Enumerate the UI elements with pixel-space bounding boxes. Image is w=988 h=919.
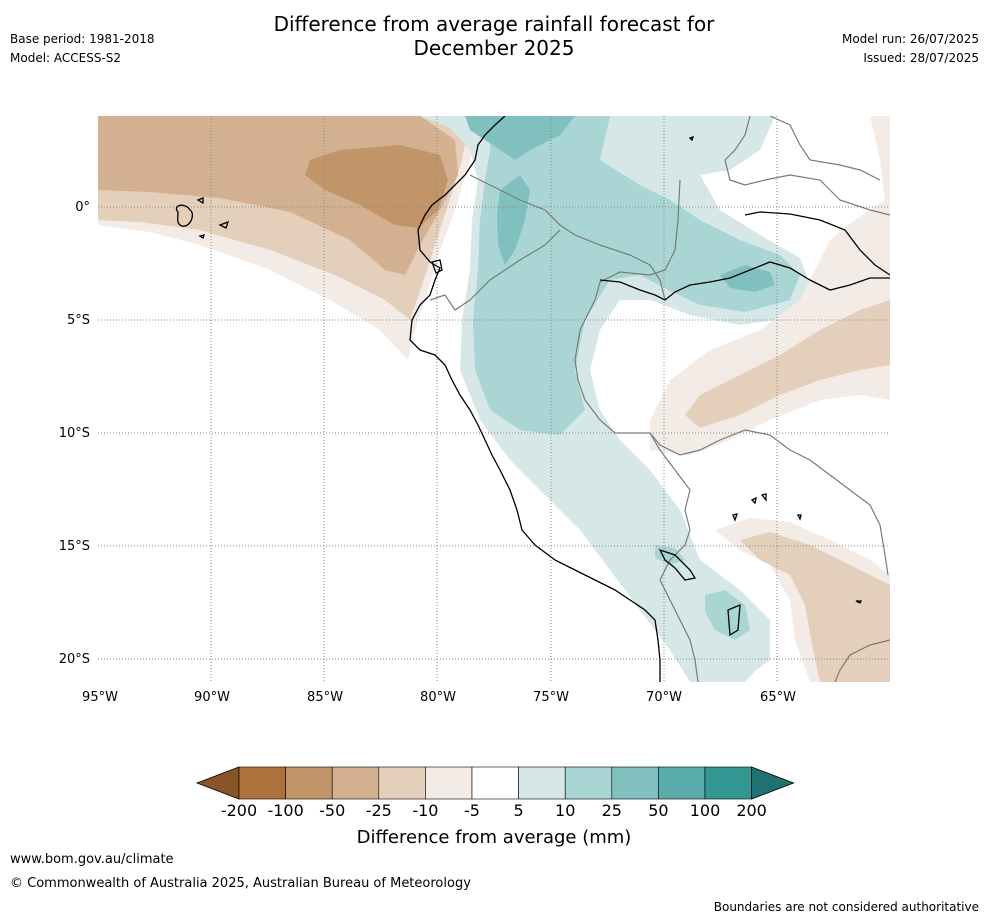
colorbar-bin (704, 766, 752, 800)
colorbar-tick-label: -50 (319, 801, 345, 820)
wet-anomaly-25-center (497, 175, 530, 265)
wet-anomaly-10 (473, 116, 800, 435)
colorbar-bin (564, 766, 613, 800)
colorbar-tick-label: -25 (366, 801, 392, 820)
colorbar-tick-label: 50 (648, 801, 668, 820)
country-borders (429, 116, 890, 682)
colorbar-bin (425, 766, 473, 800)
base-period-label: Base period: 1981-2018 (10, 32, 155, 46)
colorbar-tick-label: 100 (690, 801, 721, 820)
colorbar-bin (471, 766, 519, 800)
colorbar: -200 -100 -50 -25 -10 -5 5 10 25 50 100 200 (195, 766, 795, 820)
colorbar-bin (611, 766, 659, 800)
graticule (98, 116, 890, 682)
wet-anomaly-25-amazon (720, 265, 775, 292)
colorbar-extend-high (751, 766, 795, 800)
colorbar-extend-low (195, 766, 240, 800)
issued-label: Issued: 28/07/2025 (863, 51, 979, 65)
lon-label-75w: 75°W (533, 690, 569, 705)
model-run-label: Model run: 26/07/2025 (841, 32, 979, 46)
map-title-line1: Difference from average rainfall forecas… (273, 12, 715, 36)
colorbar-tick-label: 25 (602, 801, 622, 820)
latitude-labels: 0° 5°S 10°S 15°S 20°S (59, 200, 90, 667)
lon-label-95w: 95°W (82, 690, 118, 705)
dry-anomaly-south-10 (740, 532, 890, 682)
lat-label-15s: 15°S (59, 539, 90, 554)
colorbar-bin (518, 766, 566, 800)
longitude-labels: 95°W 90°W 85°W 80°W 75°W 70°W 65°W (82, 690, 796, 705)
lat-label-5s: 5°S (67, 313, 90, 328)
colorbar-bin (378, 766, 426, 800)
map-title-line2: December 2025 (413, 36, 575, 60)
boundary-disclaimer: Boundaries are not considered authoritat… (713, 900, 979, 914)
lat-label-10s: 10°S (59, 426, 90, 441)
colorbar-bin (285, 766, 333, 800)
coastline (175, 116, 890, 682)
dry-anomaly-brazil-10 (685, 300, 890, 428)
model-label: Model: ACCESS-S2 (10, 51, 122, 65)
colorbar-bin (331, 766, 380, 800)
website-link[interactable]: www.bom.gov.au/climate (10, 852, 174, 867)
colorbar-tick-label: 5 (514, 801, 524, 820)
colorbar-tick-label: -100 (267, 801, 303, 820)
lat-label-0: 0° (75, 200, 90, 215)
lon-label-90w: 90°W (194, 690, 230, 705)
lon-label-70w: 70°W (646, 690, 682, 705)
copyright-text: © Commonwealth of Australia 2025, Austra… (10, 876, 471, 891)
map-title: Difference from average rainfall forecas… (0, 12, 988, 60)
lon-label-65w: 65°W (760, 690, 796, 705)
colorbar-tick-label: -200 (221, 801, 257, 820)
wet-anomaly-titicaca (655, 545, 685, 565)
colorbar-title: Difference from average (mm) (357, 827, 632, 848)
colorbar-bin (658, 766, 706, 800)
map-area (98, 116, 890, 682)
colorbar-tick-label: 200 (736, 801, 767, 820)
lon-label-85w: 85°W (307, 690, 343, 705)
colorbar-tick-label: -10 (412, 801, 438, 820)
colorbar-bin (238, 766, 286, 800)
dry-anomaly-ocean-50 (305, 145, 448, 228)
colorbar-tick-label: -5 (464, 801, 480, 820)
colorbar-tick-label: 10 (555, 801, 575, 820)
lon-label-80w: 80°W (420, 690, 456, 705)
lat-label-20s: 20°S (59, 652, 90, 667)
